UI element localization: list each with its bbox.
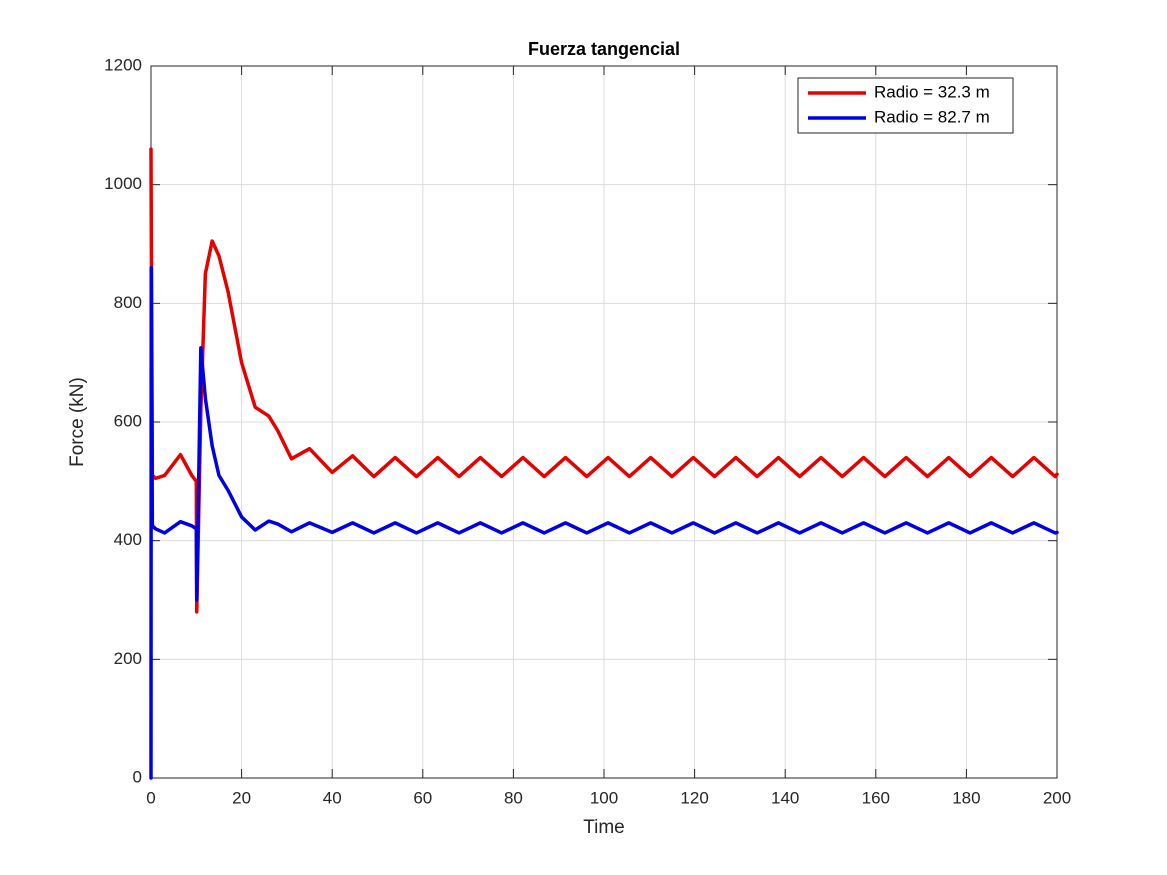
y-tick-label: 400	[114, 530, 142, 549]
y-tick-label: 600	[114, 411, 142, 430]
chart-title: Fuerza tangencial	[528, 39, 680, 59]
x-tick-label: 160	[862, 788, 890, 807]
y-tick-label: 1200	[104, 55, 142, 74]
x-tick-label: 120	[680, 788, 708, 807]
x-tick-label: 40	[323, 788, 342, 807]
y-tick-label: 800	[114, 293, 142, 312]
x-tick-label: 60	[413, 788, 432, 807]
x-tick-label: 0	[146, 788, 155, 807]
x-tick-label: 20	[232, 788, 251, 807]
x-tick-label: 140	[771, 788, 799, 807]
legend-box	[797, 77, 1014, 134]
y-tick-label: 0	[133, 767, 142, 786]
data-line	[149, 265, 1059, 780]
x-axis-label: Time	[583, 817, 625, 838]
x-tick-label: 100	[590, 788, 618, 807]
legend-label: Radio = 32.3 m	[874, 82, 990, 101]
y-tick-label: 200	[114, 649, 142, 668]
x-tick-label: 200	[1043, 788, 1071, 807]
x-tick-label: 180	[952, 788, 980, 807]
x-tick-label: 80	[504, 788, 523, 807]
y-tick-label: 1000	[104, 174, 142, 193]
legend-label: Radio = 82.7 m	[874, 107, 990, 126]
y-axis-label: Force (kN)	[67, 377, 88, 467]
